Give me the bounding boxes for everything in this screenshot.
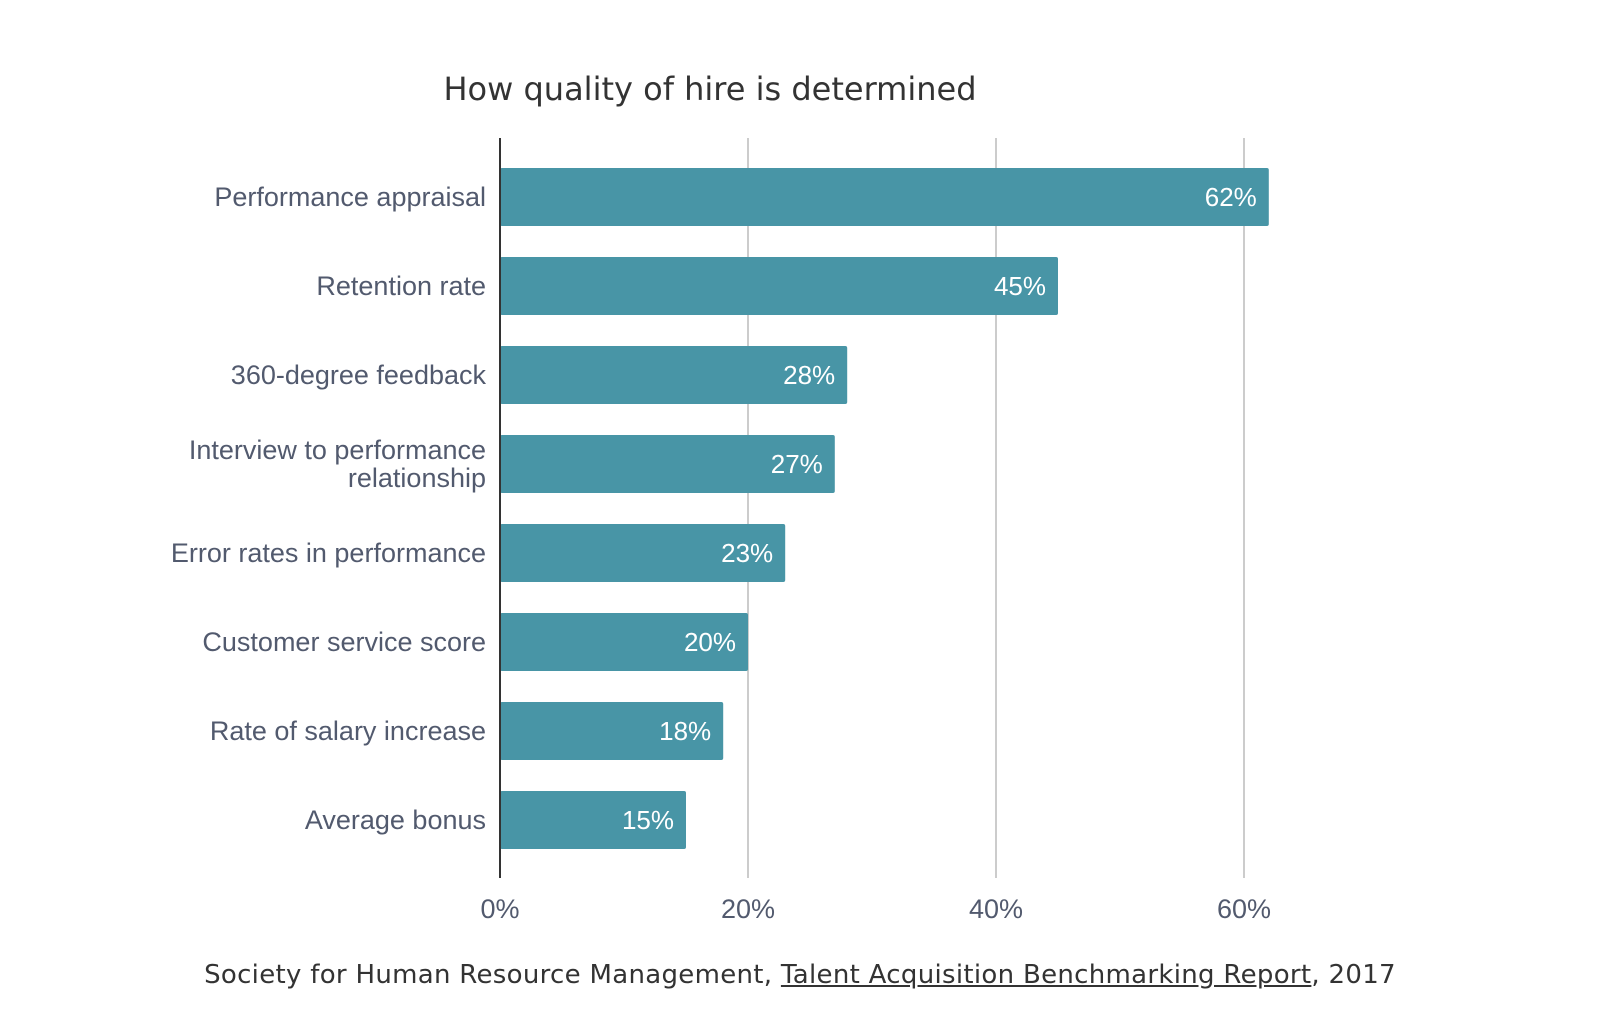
category-label: Error rates in performance: [171, 538, 486, 568]
bar-value-label: 23%: [721, 538, 773, 568]
category-label: Interview to performance relationship: [189, 435, 486, 493]
bar-value-label: 27%: [771, 449, 823, 479]
chart-title: How quality of hire is determined: [443, 70, 976, 108]
bar: [500, 791, 686, 849]
category-labels: Performance appraisal Retention rate 360-d…: [171, 182, 487, 835]
category-label: Rate of salary increase: [210, 716, 486, 746]
x-tick-label: 0%: [480, 894, 519, 924]
bar: [500, 613, 748, 671]
grid-lines: [747, 138, 1245, 878]
bar: [500, 346, 848, 404]
bars: 62% 45% 28% 27% 23% 20% 18% 15%: [500, 168, 1269, 849]
source-report-link[interactable]: Talent Acquisition Benchmarking Report: [780, 960, 1312, 990]
bar: [500, 257, 1058, 315]
bar-value-label: 28%: [783, 360, 835, 390]
category-label: 360-degree feedback: [231, 360, 487, 390]
source-suffix: , 2017: [1311, 960, 1396, 990]
bar-value-label: 45%: [994, 271, 1046, 301]
category-label: Retention rate: [316, 271, 486, 301]
bar: [500, 524, 786, 582]
bar: [500, 168, 1269, 226]
bar-value-label: 20%: [684, 627, 736, 657]
category-label: Customer service score: [202, 627, 486, 657]
bar: [500, 435, 835, 493]
x-tick-label: 40%: [969, 894, 1023, 924]
bar: [500, 702, 724, 760]
category-label: Performance appraisal: [214, 182, 486, 212]
x-tick-labels: 0% 20% 40% 60%: [480, 894, 1271, 924]
x-tick-label: 20%: [721, 894, 775, 924]
category-label: Average bonus: [305, 805, 486, 835]
bar-value-label: 15%: [622, 805, 674, 835]
source-caption: Society for Human Resource Management, T…: [0, 960, 1600, 990]
bar-value-label: 62%: [1205, 182, 1257, 212]
x-tick-label: 60%: [1217, 894, 1271, 924]
source-prefix: Society for Human Resource Management,: [204, 960, 781, 990]
bar-value-label: 18%: [659, 716, 711, 746]
